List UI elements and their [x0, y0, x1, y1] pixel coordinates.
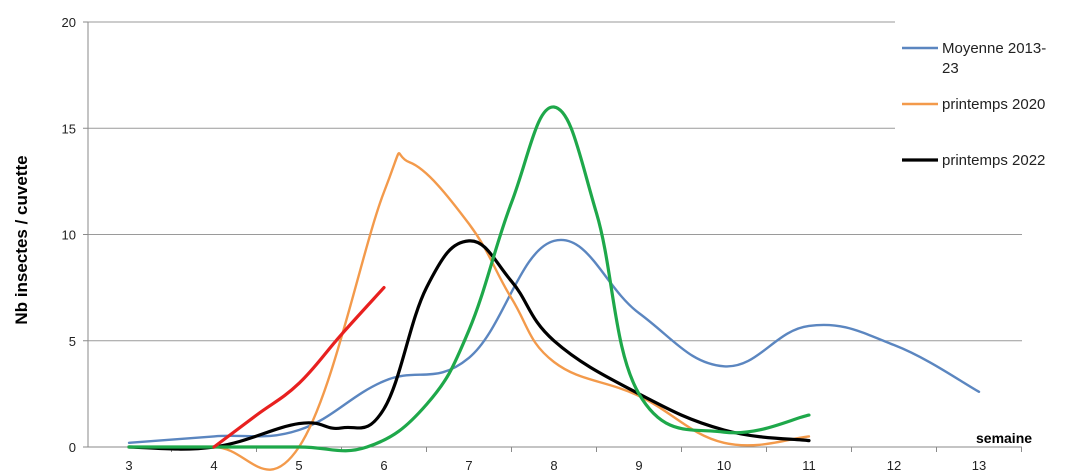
x-tick-label: 12 [887, 458, 901, 473]
legend-label-0: Moyenne 2013- [942, 40, 1046, 57]
x-tick-label: 9 [635, 458, 642, 473]
y-tick-label: 10 [62, 228, 76, 243]
y-tick-label: 5 [69, 334, 76, 349]
y-tick-label: 0 [69, 440, 76, 455]
x-tick-labels: 3 4 5 6 7 8 9 10 11 12 13 [125, 458, 986, 473]
legend-label-1: printemps 2020 [942, 96, 1045, 113]
series-line-4 [212, 286, 386, 449]
x-tick-label: 13 [972, 458, 986, 473]
y-axis-label: Nb insectes / cuvette [12, 155, 31, 324]
legend-label-2: printemps 2022 [942, 152, 1045, 169]
legend: Moyenne 2013- 23 printemps 2020 printemps 2… [902, 40, 1046, 169]
series-line-1 [127, 152, 811, 471]
x-tick-label: 5 [295, 458, 302, 473]
x-tick-label: 10 [717, 458, 731, 473]
x-tick-label: 3 [125, 458, 132, 473]
x-tick-label: 7 [465, 458, 472, 473]
y-tick-label: 15 [62, 121, 76, 136]
x-axis-label: semaine [976, 430, 1032, 446]
x-tick-label: 6 [380, 458, 387, 473]
x-tick-label: 8 [550, 458, 557, 473]
x-tick-label: 4 [210, 458, 217, 473]
series-line-0 [127, 238, 981, 444]
series-lines [127, 105, 981, 471]
y-tick-labels: 0 5 10 15 20 [62, 15, 76, 455]
series-line-2 [127, 239, 811, 451]
legend-label-0: 23 [942, 60, 959, 77]
y-tick-label: 20 [62, 15, 76, 30]
series-line-3 [127, 105, 811, 453]
x-tick-label: 11 [802, 458, 816, 473]
grid-lines [88, 21, 1022, 342]
axes [83, 21, 1022, 452]
